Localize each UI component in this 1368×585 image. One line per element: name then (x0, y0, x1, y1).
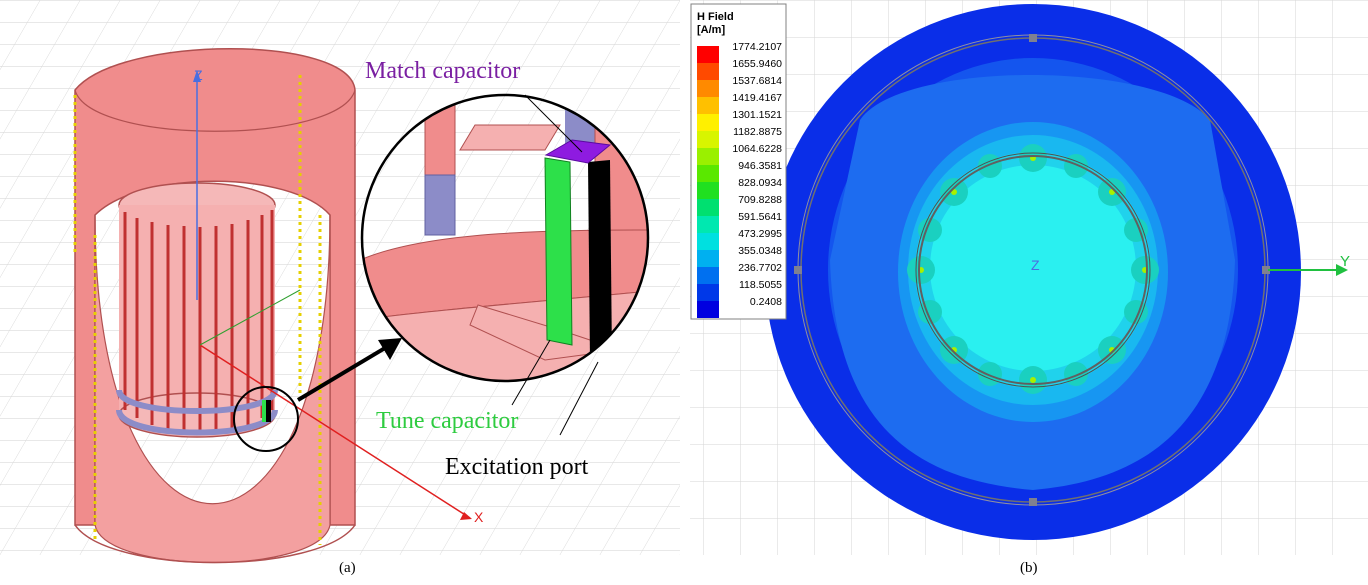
match-leader (524, 94, 583, 153)
legend-swatch (697, 267, 719, 284)
legend-swatch (697, 46, 719, 63)
legend-swatch (697, 114, 719, 131)
legend-value: 828.0934 (738, 177, 782, 189)
y-axis-line (199, 289, 301, 346)
legend-value: 1655.9460 (732, 58, 782, 70)
legend-labels: 1774.2107 1655.9460 1537.6814 1419.4167 1301… (732, 41, 782, 308)
excitation-port-label: Excitation port (445, 454, 589, 480)
match-capacitor-label: Match capacitor (365, 58, 520, 84)
legend-swatch (697, 301, 719, 318)
legend-value: 236.7702 (738, 262, 782, 274)
x-axis-label: X (474, 509, 484, 525)
legend-swatches (697, 46, 719, 318)
legend-swatch (697, 131, 719, 148)
magnify-source-circle (233, 386, 299, 452)
excitation-port (588, 160, 612, 362)
y-axis-label-b: Y (1340, 253, 1350, 270)
x-axis-arrow (460, 512, 472, 520)
caption-b: (b) (1020, 560, 1038, 576)
legend-swatch (697, 165, 719, 182)
legend-value: 1301.1521 (732, 109, 782, 121)
z-axis-arrow (193, 70, 201, 82)
tune-capacitor-label: Tune capacitor (376, 408, 518, 434)
caption-a: (a) (339, 560, 356, 576)
legend-swatch (697, 182, 719, 199)
match-capacitor (544, 139, 612, 164)
tune-leader (511, 339, 551, 406)
magnify-arrow (296, 340, 397, 402)
legend-value: 355.0348 (738, 245, 782, 257)
port-leader (559, 361, 599, 436)
birdcage-coil (116, 182, 278, 438)
h-field-legend: H Field [A/m] 1774.2107 1655.9460 1537.681… (690, 3, 787, 320)
legend-value: 1537.6814 (732, 75, 782, 87)
legend-title-1: H Field (697, 11, 734, 23)
tune-capacitor (544, 157, 573, 346)
legend-value: 1419.4167 (732, 92, 782, 104)
y-axis-arrow-b (1336, 264, 1348, 276)
panel-b: Z Y H Field [A/m] 1774.2107 1655.9460 1537… (690, 0, 1368, 555)
legend-value: 709.8288 (738, 194, 782, 206)
legend-swatch (697, 148, 719, 165)
z-axis-label-b: Z (1031, 257, 1040, 273)
magnify-arrowhead (378, 338, 402, 360)
legend-value: 0.2408 (750, 296, 782, 308)
legend-value: 946.3581 (738, 160, 782, 172)
legend-swatch (697, 216, 719, 233)
legend-value: 473.2995 (738, 228, 782, 240)
legend-value: 591.5641 (738, 211, 782, 223)
legend-swatch (697, 250, 719, 267)
tune-small (262, 400, 266, 422)
port-small (266, 400, 271, 422)
legend-title-2: [A/m] (697, 24, 725, 36)
z-axis-label: Z (194, 67, 203, 83)
legend-swatch (697, 233, 719, 250)
legend-swatch (697, 97, 719, 114)
legend-value: 118.5055 (739, 279, 782, 291)
legend-swatch (697, 63, 719, 80)
legend-swatch (697, 199, 719, 216)
x-axis-line (199, 344, 471, 519)
legend-value: 1774.2107 (732, 41, 782, 53)
legend-value: 1182.8875 (733, 126, 782, 138)
legend-value: 1064.6228 (732, 143, 782, 155)
h-field-map (765, 4, 1301, 540)
legend-swatch (697, 80, 719, 97)
panel-a: Z X (0, 0, 680, 564)
legend-swatch (697, 284, 719, 301)
